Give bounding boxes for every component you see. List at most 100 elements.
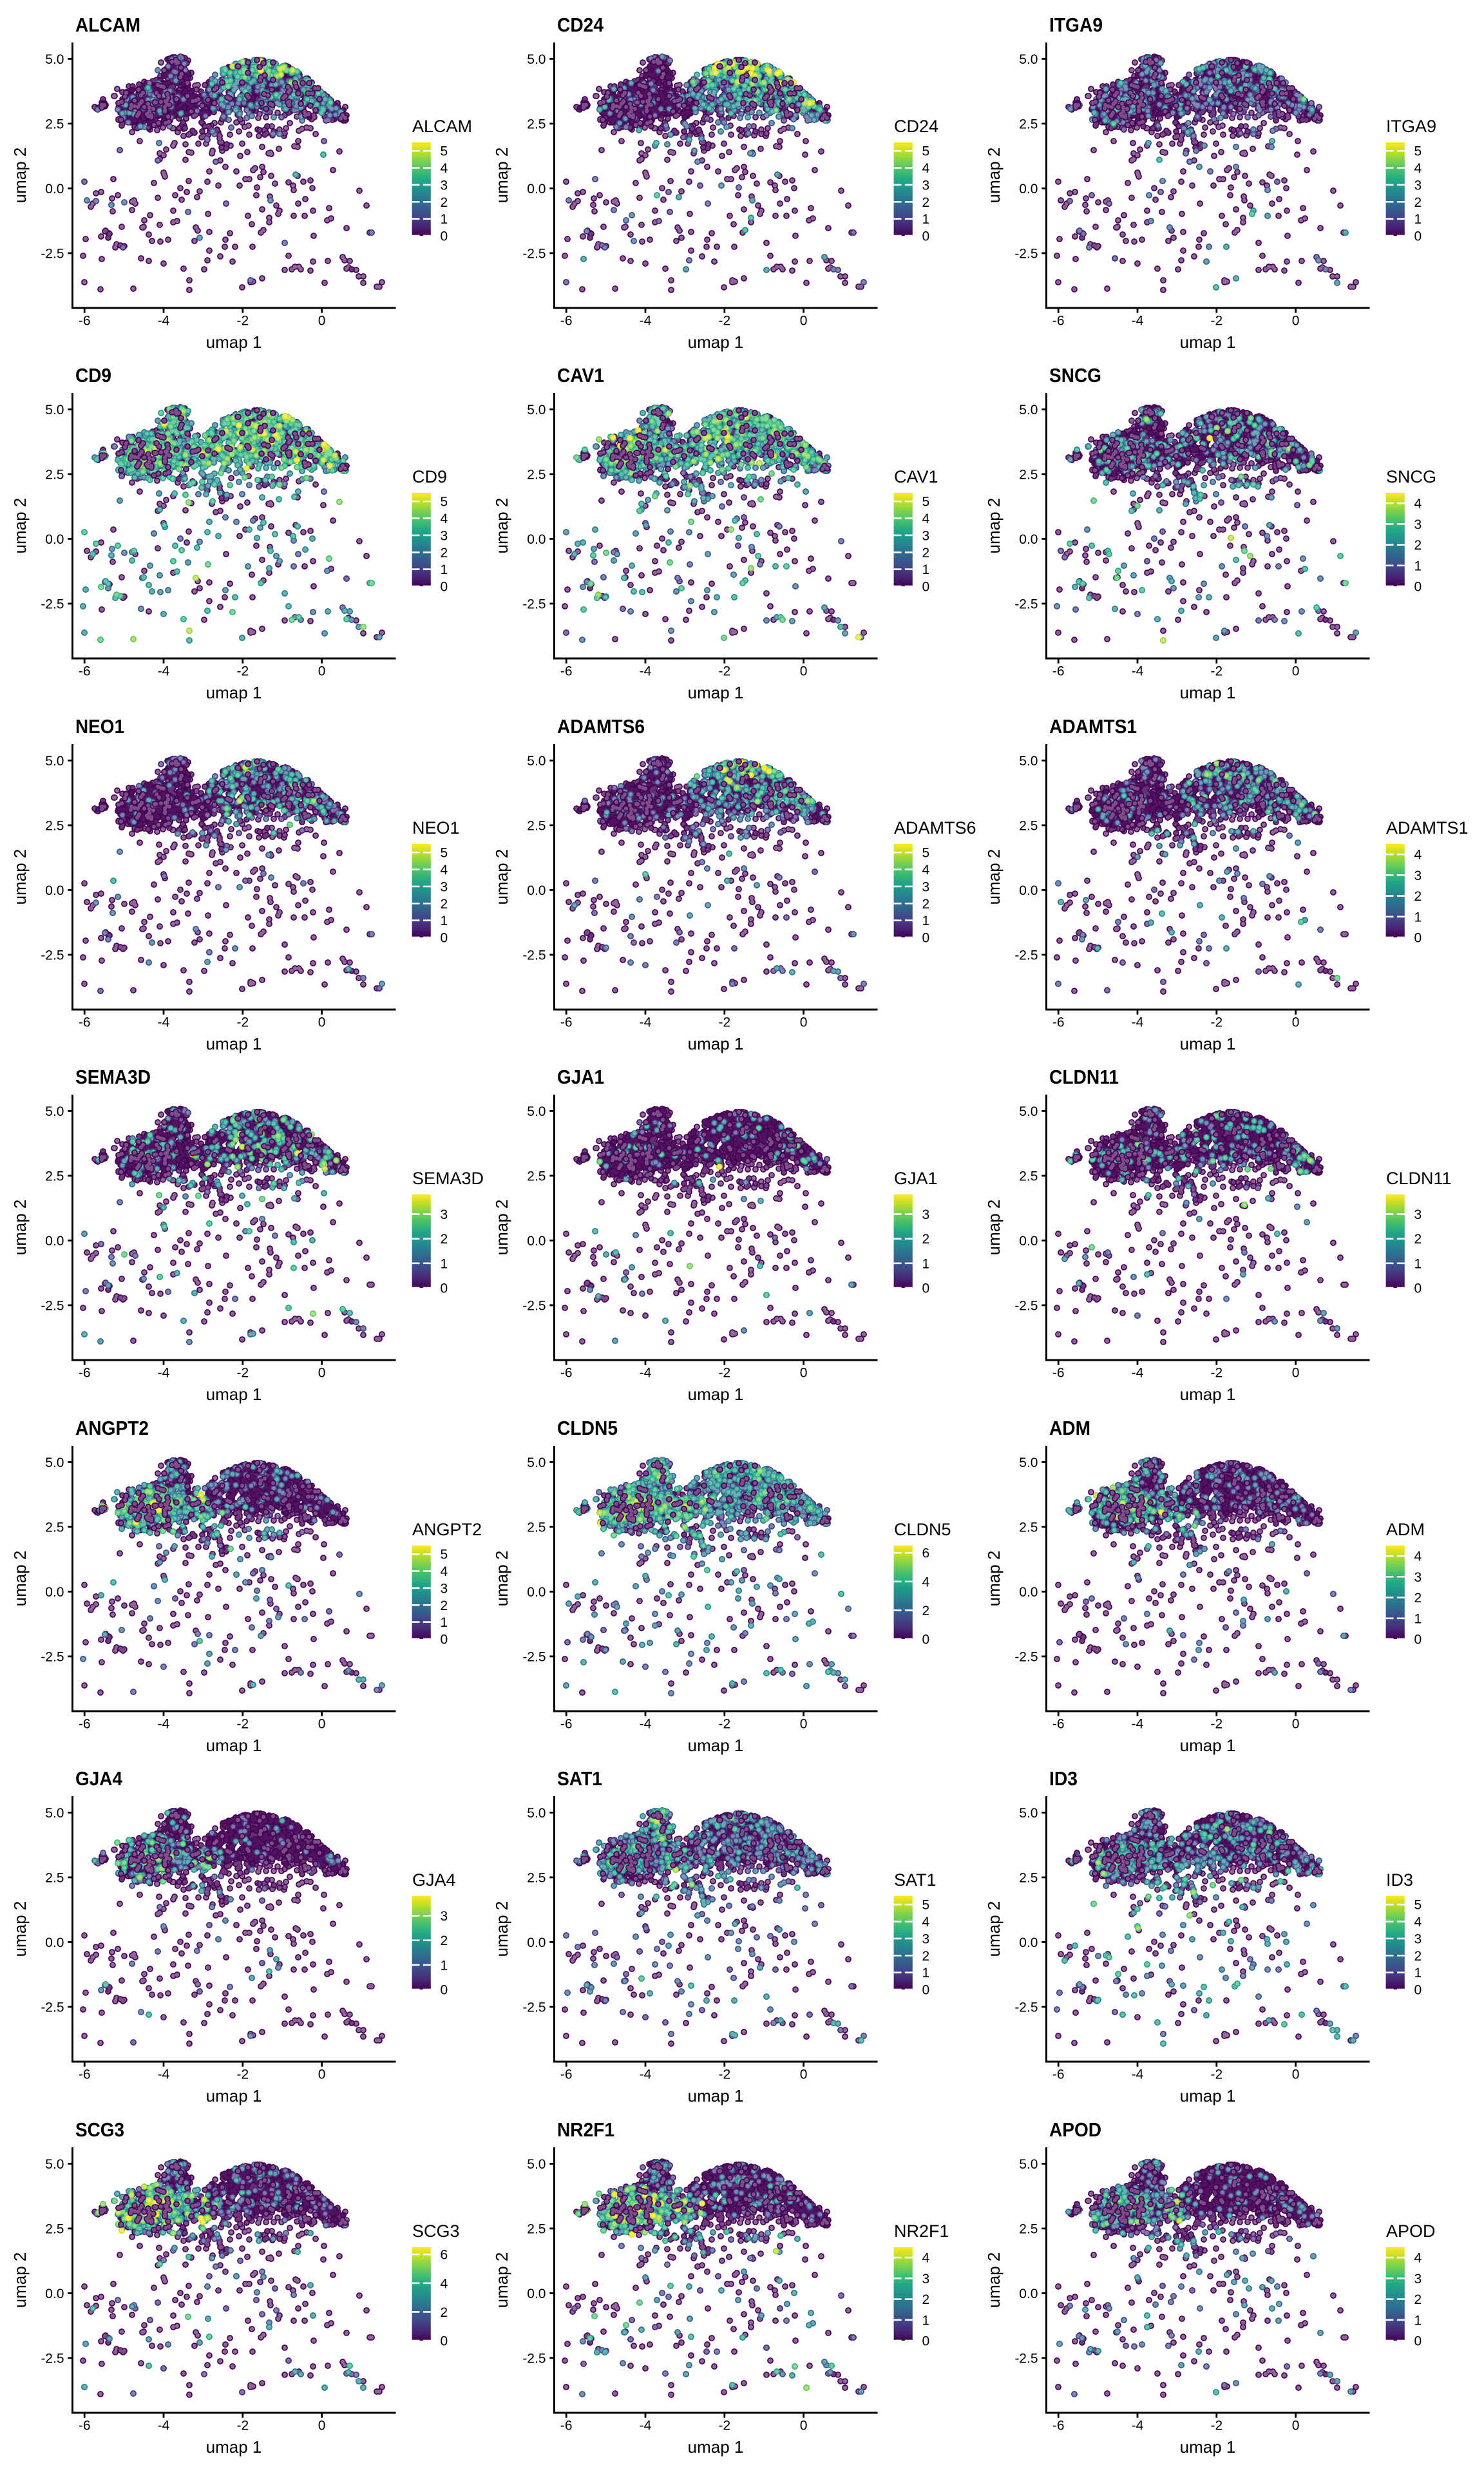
svg-text:4: 4 xyxy=(922,863,930,877)
svg-text:ALCAM: ALCAM xyxy=(412,117,472,136)
svg-text:5.0: 5.0 xyxy=(527,52,546,67)
svg-text:CAV1: CAV1 xyxy=(894,467,938,486)
svg-text:4: 4 xyxy=(922,1915,930,1930)
svg-text:2.5: 2.5 xyxy=(45,818,64,833)
svg-text:ID3: ID3 xyxy=(1386,1870,1413,1890)
svg-text:-4: -4 xyxy=(158,664,170,679)
svg-text:NR2F1: NR2F1 xyxy=(894,2221,949,2241)
svg-text:0: 0 xyxy=(800,2067,808,2082)
svg-text:0: 0 xyxy=(1292,2419,1300,2433)
svg-text:umap 1: umap 1 xyxy=(688,2437,744,2457)
svg-text:5: 5 xyxy=(441,1548,448,1562)
svg-text:0.0: 0.0 xyxy=(527,1234,546,1249)
svg-text:0.0: 0.0 xyxy=(1019,182,1038,197)
svg-text:0.0: 0.0 xyxy=(527,182,546,197)
svg-text:6: 6 xyxy=(922,1546,930,1561)
svg-text:2.5: 2.5 xyxy=(45,467,64,482)
svg-text:5.0: 5.0 xyxy=(1019,1806,1038,1821)
svg-text:umap 2: umap 2 xyxy=(492,148,511,204)
svg-text:2: 2 xyxy=(922,1604,930,1618)
svg-text:ADM: ADM xyxy=(1049,1417,1090,1439)
svg-text:-6: -6 xyxy=(79,1015,91,1030)
svg-text:0: 0 xyxy=(800,2419,808,2433)
svg-text:0: 0 xyxy=(318,1717,326,1732)
svg-text:1: 1 xyxy=(922,212,930,227)
svg-text:CLDN5: CLDN5 xyxy=(557,1417,618,1439)
svg-text:-2: -2 xyxy=(236,2419,249,2433)
svg-text:2: 2 xyxy=(441,546,448,561)
svg-text:APOD: APOD xyxy=(1049,2118,1101,2141)
svg-text:0.0: 0.0 xyxy=(1019,883,1038,898)
svg-text:0: 0 xyxy=(441,931,448,946)
svg-text:umap 1: umap 1 xyxy=(688,1385,744,1404)
svg-text:umap 2: umap 2 xyxy=(492,1200,511,1256)
svg-text:umap 1: umap 1 xyxy=(206,332,262,352)
svg-text:umap 2: umap 2 xyxy=(10,2252,30,2308)
svg-text:-6: -6 xyxy=(1052,1366,1065,1381)
svg-text:-6: -6 xyxy=(560,2067,573,2082)
svg-text:5: 5 xyxy=(1414,1898,1422,1913)
svg-text:CD24: CD24 xyxy=(894,117,938,136)
svg-text:0: 0 xyxy=(1292,664,1300,679)
svg-text:-4: -4 xyxy=(640,1366,652,1381)
svg-text:-2: -2 xyxy=(236,664,249,679)
svg-text:-4: -4 xyxy=(640,314,652,329)
svg-text:2.5: 2.5 xyxy=(527,1520,546,1535)
svg-text:ADAMTS6: ADAMTS6 xyxy=(557,715,645,738)
svg-text:4: 4 xyxy=(922,161,930,176)
svg-text:-6: -6 xyxy=(1052,1015,1065,1030)
svg-text:-2.5: -2.5 xyxy=(41,246,64,261)
svg-text:5: 5 xyxy=(441,846,448,861)
svg-text:1: 1 xyxy=(441,212,448,227)
svg-text:3: 3 xyxy=(922,178,930,193)
svg-text:0: 0 xyxy=(318,2067,326,2082)
svg-text:-2.5: -2.5 xyxy=(41,948,64,963)
svg-text:-2: -2 xyxy=(718,1366,730,1381)
svg-text:-6: -6 xyxy=(560,1015,573,1030)
svg-text:umap 1: umap 1 xyxy=(1180,2086,1236,2105)
svg-text:2.5: 2.5 xyxy=(45,1870,64,1885)
svg-text:SNCG: SNCG xyxy=(1049,364,1101,387)
svg-text:0: 0 xyxy=(1292,2067,1300,2082)
svg-text:-4: -4 xyxy=(640,1015,652,1030)
svg-text:3: 3 xyxy=(441,1207,448,1222)
svg-text:2.5: 2.5 xyxy=(527,2221,546,2236)
svg-text:-2.5: -2.5 xyxy=(1014,2000,1038,2015)
svg-text:-2: -2 xyxy=(718,1015,730,1030)
svg-text:3: 3 xyxy=(441,879,448,894)
svg-text:NR2F1: NR2F1 xyxy=(557,2118,614,2141)
svg-text:2: 2 xyxy=(441,2305,448,2320)
svg-text:umap 1: umap 1 xyxy=(206,2086,262,2105)
svg-text:0: 0 xyxy=(441,229,448,244)
svg-text:1: 1 xyxy=(1414,910,1422,925)
svg-text:CLDN5: CLDN5 xyxy=(894,1520,951,1539)
svg-text:-2.5: -2.5 xyxy=(1014,246,1038,261)
svg-text:0: 0 xyxy=(441,1983,448,1998)
svg-text:1: 1 xyxy=(1414,2313,1422,2328)
svg-text:umap 1: umap 1 xyxy=(1180,1034,1236,1053)
svg-text:5.0: 5.0 xyxy=(527,754,546,769)
svg-text:3: 3 xyxy=(922,2272,930,2287)
svg-text:2.5: 2.5 xyxy=(527,467,546,482)
svg-text:2: 2 xyxy=(922,195,930,210)
svg-text:5: 5 xyxy=(922,495,930,510)
svg-text:1: 1 xyxy=(1414,1256,1422,1271)
svg-text:3: 3 xyxy=(922,879,930,894)
svg-text:ALCAM: ALCAM xyxy=(75,14,140,36)
svg-text:-6: -6 xyxy=(1052,2419,1065,2433)
svg-text:umap 1: umap 1 xyxy=(1180,1736,1236,1755)
svg-text:-2.5: -2.5 xyxy=(1014,597,1038,611)
svg-text:2.5: 2.5 xyxy=(1019,1520,1038,1535)
svg-text:-4: -4 xyxy=(1132,2419,1144,2433)
svg-text:-4: -4 xyxy=(1132,1015,1144,1030)
svg-text:2: 2 xyxy=(922,1949,930,1964)
svg-text:2.5: 2.5 xyxy=(1019,1870,1038,1885)
svg-text:0: 0 xyxy=(1414,2334,1422,2349)
svg-text:4: 4 xyxy=(441,1564,448,1579)
svg-text:-4: -4 xyxy=(1132,314,1144,329)
svg-text:umap 1: umap 1 xyxy=(1180,1385,1236,1404)
svg-text:4: 4 xyxy=(441,161,448,176)
svg-text:2: 2 xyxy=(922,546,930,561)
svg-text:-4: -4 xyxy=(640,2067,652,2082)
svg-text:2.5: 2.5 xyxy=(527,1169,546,1184)
